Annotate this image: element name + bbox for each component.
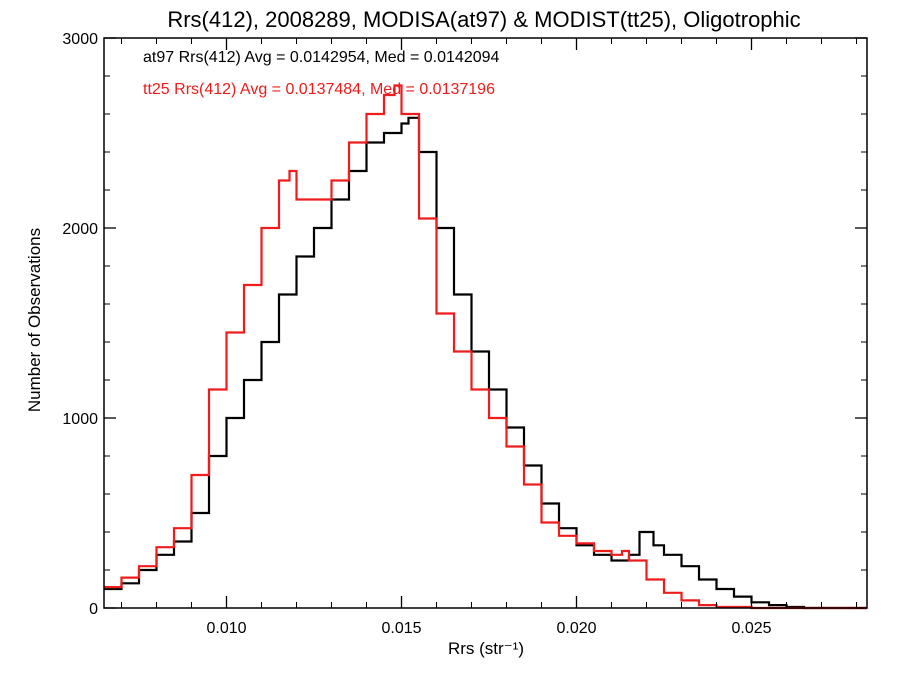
y-axis-label: Number of Observations: [25, 228, 44, 412]
legend-entry-at97: at97 Rrs(412) Avg = 0.0142954, Med = 0.0…: [143, 49, 500, 66]
plot-series: [104, 84, 867, 610]
y-tick-label: 1000: [62, 411, 98, 428]
plot-frame: [103, 37, 868, 609]
y-tick-label: 3000: [62, 31, 98, 48]
x-axis-label: Rrs (str⁻¹): [448, 639, 524, 658]
y-tick-label: 2000: [62, 221, 98, 238]
x-tick-label: 0.025: [731, 620, 771, 637]
series-line-tt25: [104, 84, 867, 610]
y-tick-label: 0: [89, 601, 98, 618]
chart-title: Rrs(412), 2008289, MODISA(at97) & MODIST…: [167, 7, 800, 32]
x-tick-label: 0.015: [381, 620, 421, 637]
x-tick-label: 0.020: [556, 620, 596, 637]
y-axis-ticks: 0 1000 2000 3000: [62, 31, 867, 618]
x-tick-label: 0.010: [206, 620, 246, 637]
legend-entry-tt25: tt25 Rrs(412) Avg = 0.0137484, Med = 0.0…: [143, 81, 495, 98]
x-axis-ticks: 0.010 0.015 0.020 0.025: [121, 38, 857, 637]
series-line-at97: [104, 116, 867, 610]
